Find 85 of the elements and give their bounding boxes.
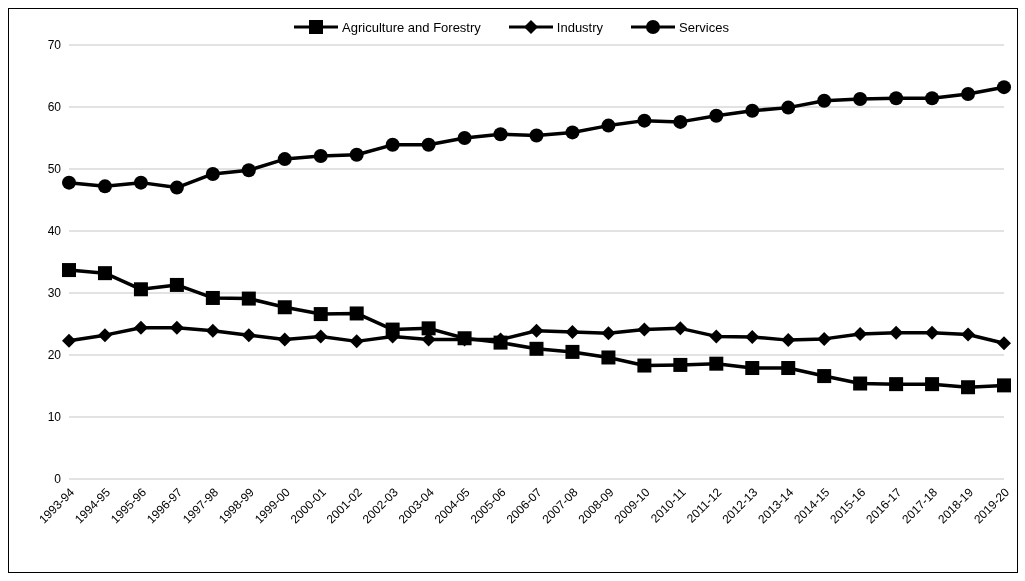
point (961, 86, 976, 101)
point (313, 329, 328, 344)
point (277, 332, 292, 347)
point (601, 350, 616, 365)
y-tick-label: 50 (47, 162, 62, 177)
point (601, 326, 616, 341)
point (241, 291, 256, 306)
point (62, 333, 76, 348)
point (709, 329, 724, 344)
point (133, 282, 148, 297)
point (421, 321, 436, 336)
point (853, 326, 868, 341)
point (205, 290, 220, 305)
legend-label: Services (679, 19, 729, 35)
point (169, 277, 184, 292)
point (889, 325, 904, 340)
point (961, 327, 976, 342)
point (637, 113, 652, 128)
point (925, 91, 940, 106)
point (745, 330, 760, 345)
point (313, 148, 328, 163)
point (709, 108, 724, 123)
point (745, 103, 760, 118)
point (673, 357, 688, 372)
point (241, 163, 256, 178)
y-tick-label: 20 (47, 348, 62, 363)
y-tick-label: 0 (54, 472, 62, 487)
y-tick-label: 70 (47, 38, 62, 53)
point (205, 166, 220, 181)
point (97, 179, 112, 194)
point (169, 180, 184, 195)
y-tick-label: 10 (47, 410, 62, 425)
point (817, 369, 832, 384)
point (853, 376, 868, 391)
point (313, 307, 328, 322)
y-tick-label: 40 (47, 224, 62, 239)
legend-label: Agriculture and Forestry (342, 19, 481, 35)
point (781, 333, 796, 348)
point (997, 336, 1011, 351)
point (529, 323, 544, 338)
point (817, 93, 832, 108)
point (529, 341, 544, 356)
point (385, 137, 400, 152)
point (997, 378, 1011, 393)
point (637, 322, 652, 337)
point (277, 300, 292, 315)
point (169, 320, 184, 335)
point (709, 356, 724, 371)
point (673, 321, 688, 336)
y-tick-label: 30 (47, 286, 62, 301)
point (925, 377, 940, 392)
point (241, 328, 256, 343)
point (205, 323, 220, 338)
point (745, 361, 760, 376)
legend-label: Industry (556, 19, 604, 35)
point (673, 114, 688, 129)
point (889, 377, 904, 392)
point (457, 131, 472, 145)
point (133, 175, 148, 190)
point (565, 325, 580, 340)
y-tick-label: 60 (47, 100, 62, 115)
point (421, 137, 436, 152)
point (997, 80, 1011, 95)
point (133, 320, 148, 335)
point (565, 125, 580, 140)
point (781, 361, 796, 376)
point (637, 358, 652, 373)
point (493, 127, 508, 142)
point (961, 380, 976, 395)
point (62, 263, 76, 278)
point (349, 306, 364, 321)
point (853, 91, 868, 106)
point (97, 328, 112, 343)
point (277, 152, 292, 167)
point (925, 325, 940, 340)
point (565, 344, 580, 359)
point (349, 147, 364, 162)
point (349, 334, 364, 349)
point (817, 331, 832, 346)
point (97, 266, 112, 281)
point (62, 175, 76, 190)
point (601, 118, 616, 133)
point (781, 100, 796, 115)
point (529, 128, 544, 143)
point (889, 91, 904, 106)
